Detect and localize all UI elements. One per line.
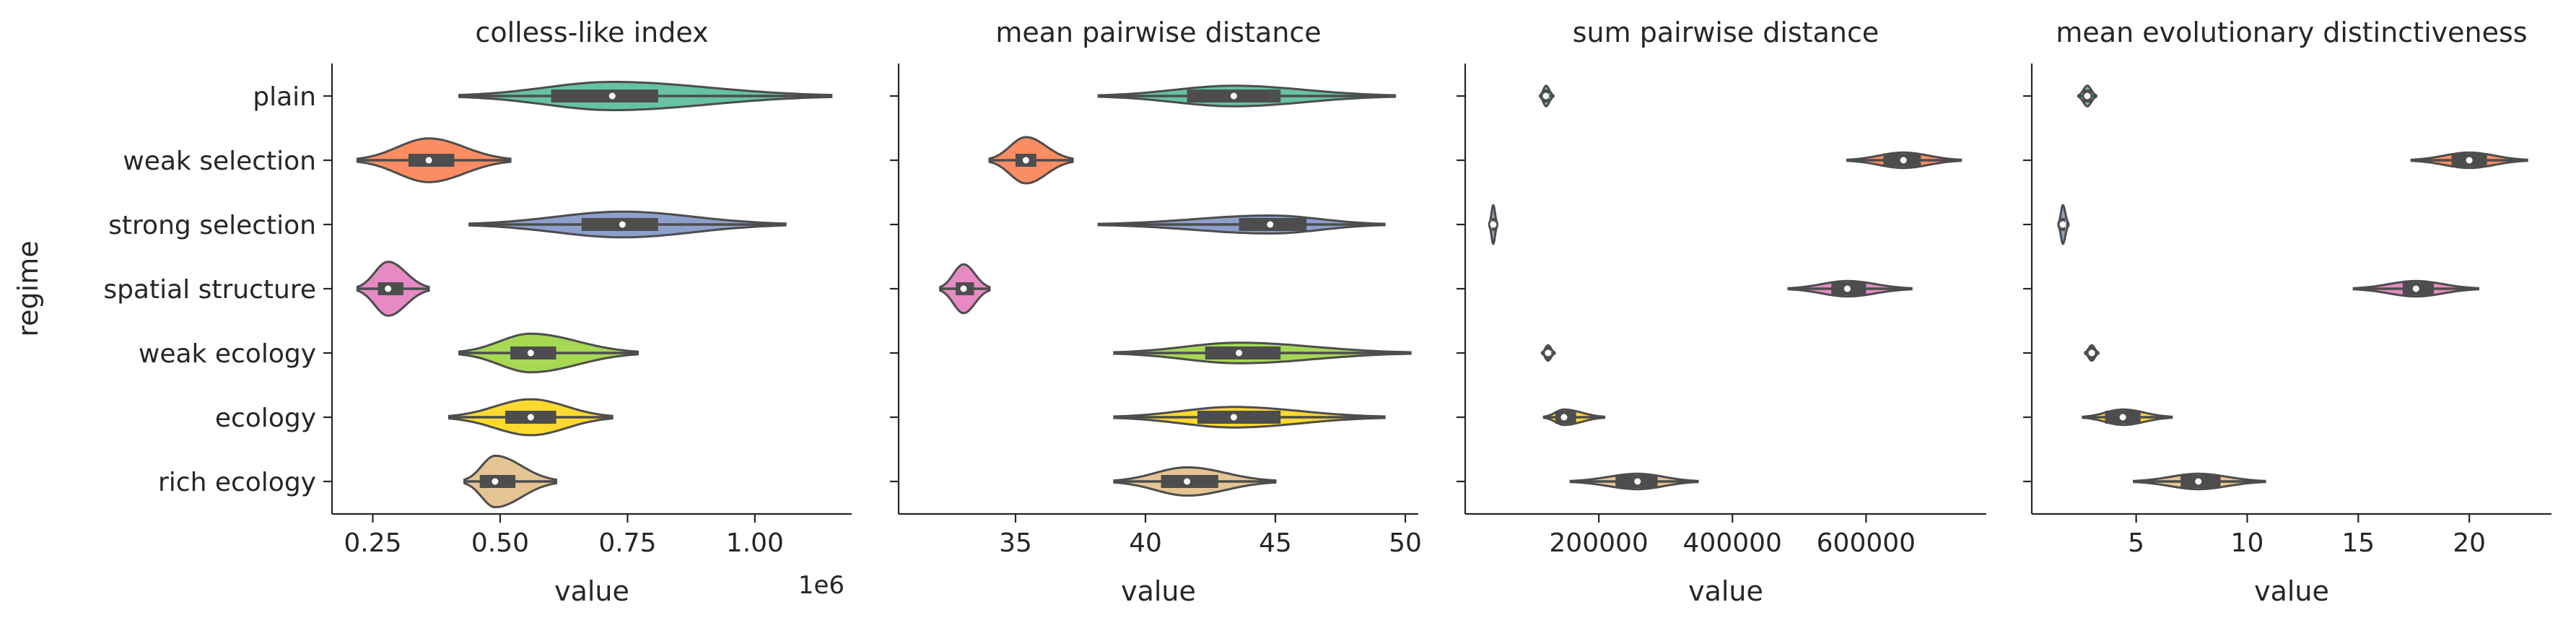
violin-weak-selection [1846, 151, 1962, 170]
x-tick-label: 5 [2128, 528, 2144, 558]
violin-median [1022, 157, 1029, 164]
x-axis-label: value [2254, 575, 2329, 607]
violin-weak-ecology [458, 332, 639, 374]
violin-ecology [1542, 408, 1605, 427]
violin-median [385, 285, 392, 292]
x-axis-label: value [1121, 575, 1196, 607]
violin-plain [1539, 84, 1555, 108]
violin-median [1900, 157, 1907, 164]
violin-median [2059, 221, 2066, 228]
violin-iqr-box [551, 90, 658, 103]
x-tick-label: 600000 [1817, 528, 1916, 558]
panel-title-mean-evolutionary-distinctiveness: mean evolutionary distinctiveness [2056, 17, 2527, 48]
x-tick-label: 200000 [1549, 528, 1648, 558]
violin-median [1634, 478, 1641, 485]
violin-rich-ecology [1569, 472, 1699, 491]
x-tick-label: 10 [2231, 528, 2264, 558]
violin-weak-ecology [2084, 344, 2100, 362]
x-tick-label: 20 [2453, 528, 2486, 558]
violin-median [1267, 221, 1274, 228]
violin-median [1542, 92, 1550, 100]
violin-median [2119, 414, 2126, 421]
x-offset-text: 1e6 [798, 571, 844, 600]
panel-colless-like-index: colless-like index plain weak selection str… [103, 17, 852, 607]
y-tick-label-ecology: ecology [215, 404, 316, 433]
violin-spatial-structure [939, 263, 991, 315]
violin-spatial-structure [1787, 279, 1913, 298]
panel-sum-pairwise-distance: sum pairwise distance 200000 400000 600000 v… [1457, 17, 1986, 607]
violin-median [1184, 478, 1191, 485]
violin-median [1230, 92, 1237, 100]
violin-median [527, 414, 534, 421]
violin-median [527, 349, 534, 357]
violin-weak-selection [2410, 151, 2528, 170]
x-tick-label: 400000 [1683, 528, 1782, 558]
violin-strong-selection [468, 210, 787, 239]
violin-median [960, 285, 967, 292]
x-tick-label: 0.75 [598, 528, 656, 558]
violin-median [1236, 349, 1243, 357]
y-tick-label-strong-selection: strong selection [108, 211, 316, 240]
y-tick-label-spatial-structure: spatial structure [103, 275, 316, 305]
violin-spatial-structure [356, 261, 430, 317]
violin-median [492, 478, 499, 485]
violin-plain [2077, 84, 2097, 108]
violin-plain [458, 80, 833, 112]
violin-strong-selection [1488, 204, 1498, 245]
x-tick-label: 40 [1129, 528, 1162, 558]
violin-median [1490, 221, 1497, 228]
x-tick-label: 45 [1259, 528, 1292, 558]
violin-median [2088, 349, 2095, 357]
violin-iqr-box [1205, 346, 1281, 359]
x-tick-label: 35 [999, 528, 1032, 558]
violin-iqr-box [1197, 411, 1281, 424]
violin-rich-ecology [463, 454, 558, 509]
y-tick-label-weak-selection: weak selection [123, 147, 316, 176]
violin-median [2466, 157, 2473, 164]
panel-title-colless-like-index: colless-like index [475, 17, 708, 48]
violin-strong-selection [2057, 204, 2070, 245]
violin-weak-ecology [1113, 341, 1412, 365]
x-tick-label: 1.00 [726, 528, 784, 558]
y-tick-label-weak-ecology: weak ecology [139, 339, 316, 369]
x-axis-label: value [554, 575, 629, 607]
y-tick-label-plain: plain [253, 82, 316, 112]
x-axis-label: value [1688, 575, 1763, 607]
violin-ecology [2082, 408, 2173, 427]
violin-median [1230, 414, 1237, 421]
violin-ecology [1113, 406, 1386, 429]
x-tick-label: 0.25 [344, 528, 401, 558]
panel-mean-pairwise-distance: mean pairwise distance 35 40 45 50 value [890, 17, 1422, 607]
violin-median [2412, 285, 2419, 292]
violin-median [1843, 285, 1851, 292]
panel-mean-evolutionary-distinctiveness: mean evolutionary distinctiveness 5 10 15 20… [2023, 17, 2551, 607]
violin-strong-selection [1097, 214, 1386, 235]
violin-spatial-structure [2352, 279, 2479, 298]
violin-median [425, 157, 432, 164]
x-tick-label: 15 [2341, 528, 2375, 558]
violin-weak-ecology [1540, 344, 1556, 362]
violin-weak-selection [356, 137, 512, 183]
violin-median [2084, 92, 2091, 100]
panel-title-sum-pairwise-distance: sum pairwise distance [1573, 17, 1879, 48]
panel-title-mean-pairwise-distance: mean pairwise distance [995, 17, 1321, 48]
y-tick-label-rich-ecology: rich ecology [158, 468, 316, 497]
violin-median [608, 92, 616, 100]
violin-median [619, 221, 626, 228]
violin-median [2195, 478, 2202, 485]
violin-median [1545, 349, 1552, 357]
x-tick-label: 0.50 [471, 528, 529, 558]
violin-ecology [447, 398, 614, 437]
violin-rich-ecology [2133, 472, 2266, 491]
x-tick-label: 50 [1389, 528, 1422, 558]
y-axis-label: regime [12, 240, 44, 336]
violin-plain [1097, 84, 1397, 108]
violin-median [1560, 414, 1568, 421]
violin-weak-selection [988, 136, 1074, 185]
violin-rich-ecology [1113, 466, 1277, 497]
